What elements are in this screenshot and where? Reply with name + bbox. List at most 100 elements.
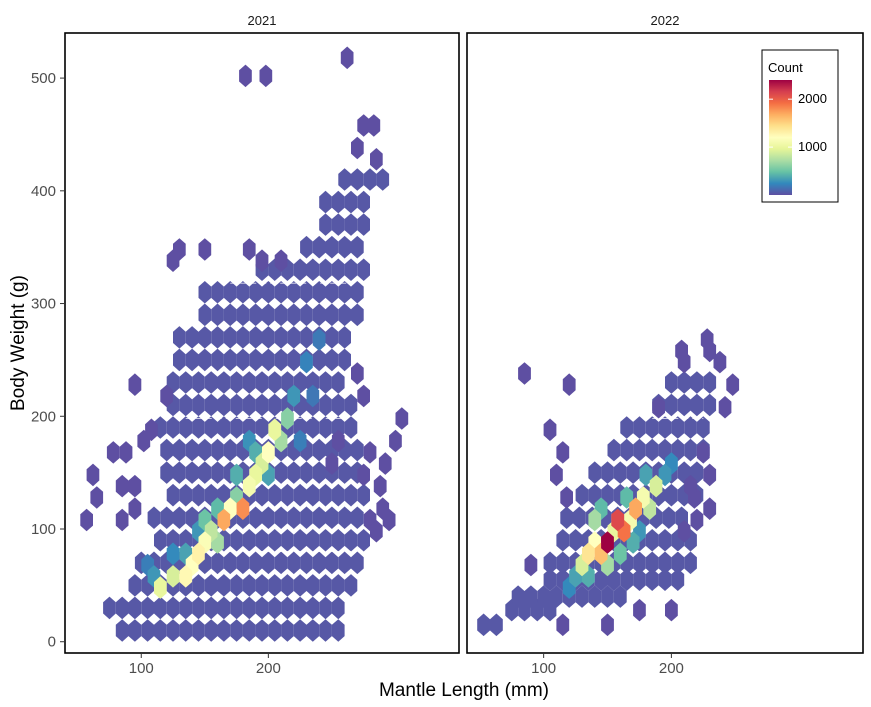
- hexbin-low: [255, 371, 269, 394]
- hexbin-low: [524, 585, 538, 608]
- hexbin-low: [351, 438, 364, 462]
- hexbin-low: [128, 619, 142, 642]
- hexbin-outlier: [677, 350, 691, 374]
- hexbin-outlier: [331, 429, 345, 453]
- hexbin-low: [293, 258, 307, 281]
- hexbin-low: [147, 506, 161, 529]
- hexbin-low: [312, 281, 326, 304]
- hexbin-low: [319, 574, 332, 597]
- hexbin-low: [344, 529, 358, 552]
- hexbin-outlier: [115, 508, 129, 532]
- hexbin-low: [344, 483, 358, 507]
- hexbin-low: [684, 438, 697, 462]
- hexbin-low: [173, 326, 186, 349]
- hexbin-low: [645, 568, 659, 591]
- hexbin-low: [173, 506, 186, 529]
- hexbin-low: [325, 348, 339, 372]
- hexbin-low: [255, 393, 269, 417]
- hexbin-low: [344, 213, 358, 236]
- hexbin-low: [230, 393, 243, 417]
- hexbin-outlier: [145, 418, 158, 442]
- hexbin-low: [357, 529, 370, 552]
- hexbin-core: [306, 384, 320, 408]
- hexbin-low: [575, 483, 589, 507]
- hexbin-low: [633, 551, 646, 575]
- hexbin-outlier: [259, 64, 273, 88]
- hexbin-low: [703, 393, 717, 417]
- hexbin-outlier: [357, 384, 370, 408]
- panel-2021-border: [64, 32, 460, 654]
- hexbin-low: [319, 596, 332, 620]
- hexbin-low: [198, 461, 212, 484]
- hexbin-low: [338, 281, 351, 304]
- hexbin-low: [211, 551, 224, 575]
- hexbin-low: [344, 258, 358, 281]
- hexbin-low: [588, 585, 602, 608]
- hexbin-outlier: [255, 249, 269, 272]
- hexbin-low: [255, 619, 269, 642]
- hexbin-low: [192, 416, 205, 439]
- hexbin-low: [166, 416, 180, 439]
- hexbin-low: [665, 371, 678, 394]
- hexbin-low: [477, 613, 490, 637]
- hexbin-outlier: [696, 441, 710, 464]
- hexbin-low: [211, 303, 224, 327]
- hexbin-outlier: [367, 114, 381, 137]
- hexbin-outlier: [198, 238, 212, 261]
- hexbin-outlier: [703, 339, 717, 363]
- hexbin-low: [331, 213, 345, 236]
- hexbin-low: [217, 574, 231, 597]
- hexbin-low: [293, 574, 307, 597]
- hexbin-low: [620, 568, 634, 591]
- hexbin-core: [613, 542, 627, 566]
- legend-tick-label: 2000: [798, 91, 827, 106]
- hexbin-low: [620, 416, 634, 439]
- hexbin-low: [179, 596, 193, 620]
- hexbin-low: [274, 551, 288, 575]
- hexbin-low: [338, 506, 351, 529]
- hexbin-core: [312, 328, 326, 351]
- hexbin-low: [645, 438, 659, 462]
- hexbin-low: [217, 393, 231, 417]
- hexbin-low: [537, 585, 550, 608]
- hexbin-low: [230, 619, 243, 642]
- panel-2022-border: [466, 32, 864, 654]
- hexbin-low: [287, 303, 301, 327]
- hexbin-low: [575, 585, 589, 608]
- hexbin-core: [582, 542, 595, 566]
- hexbin-outlier: [560, 486, 573, 509]
- hexbin-low: [185, 438, 199, 462]
- hexbin-low: [300, 461, 313, 484]
- legend-colorbar: [769, 80, 792, 195]
- hexbin-low: [325, 235, 339, 259]
- hexbin-low: [633, 416, 646, 439]
- hexbin-low: [344, 416, 358, 439]
- hexbin-core: [268, 418, 282, 442]
- hexbin-low: [312, 461, 326, 484]
- hexbin-low: [160, 438, 173, 462]
- hexbin-low: [242, 574, 256, 597]
- hexbin-low: [645, 551, 659, 575]
- hexbin-low: [274, 348, 288, 372]
- hexbin-low: [274, 326, 288, 349]
- hexbin-low: [594, 568, 608, 591]
- hexbin-low: [268, 483, 282, 507]
- hexbin-low: [357, 258, 370, 281]
- hexbin-low: [588, 461, 602, 484]
- hexbin-low: [287, 551, 301, 575]
- hexbin-low: [300, 551, 313, 575]
- hexbin-low: [293, 529, 307, 552]
- hexbin-low: [662, 506, 676, 529]
- hexbin-outlier: [524, 553, 538, 577]
- hexbin-low: [351, 168, 364, 191]
- hexbin-low: [179, 416, 193, 439]
- hexbin-low: [281, 619, 294, 642]
- hexbin-low: [230, 416, 243, 439]
- hexbin-low: [319, 393, 332, 417]
- hexbin-low: [703, 371, 717, 394]
- hexbin-core: [236, 497, 250, 520]
- hexbin-low: [223, 438, 237, 462]
- hexbin-low: [601, 585, 614, 608]
- hexbin-low: [217, 596, 231, 620]
